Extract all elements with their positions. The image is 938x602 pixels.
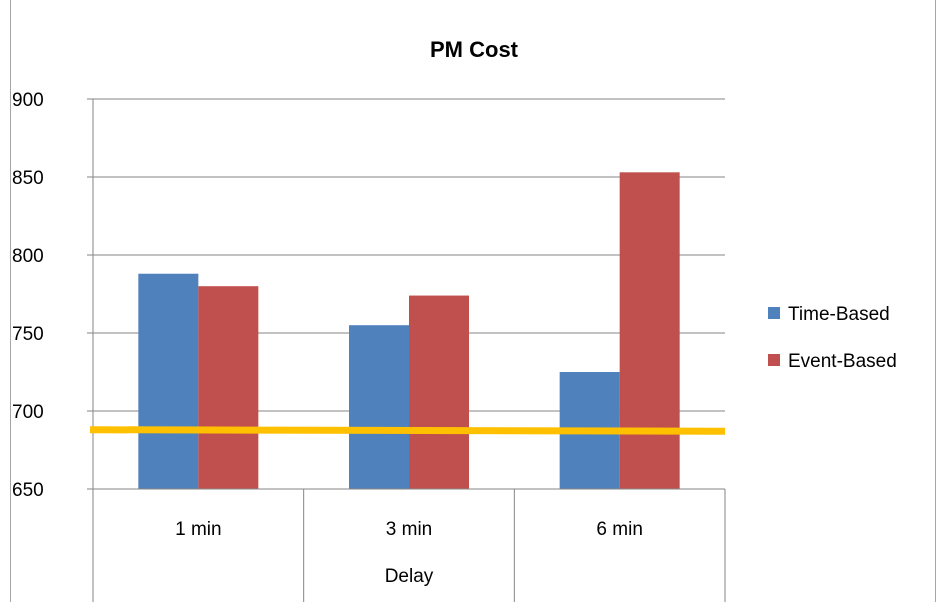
legend: Time-Based Event-Based bbox=[768, 304, 897, 372]
x-axis-ticks: 1 min 3 min 6 min bbox=[92, 489, 726, 602]
y-tick-label: 750 bbox=[12, 324, 44, 345]
bar-time-based bbox=[138, 273, 199, 489]
bar-event-based bbox=[409, 295, 469, 489]
legend-label: Event-Based bbox=[788, 351, 897, 372]
chart-title: PM Cost bbox=[430, 37, 519, 62]
y-tick-label: 900 bbox=[12, 90, 44, 111]
x-tick-label: 3 min bbox=[386, 519, 432, 540]
bars bbox=[138, 172, 680, 489]
y-tick-label: 800 bbox=[12, 246, 44, 267]
legend-swatch bbox=[768, 354, 780, 366]
y-tick-label: 850 bbox=[12, 168, 44, 189]
y-tick-label: 700 bbox=[12, 402, 44, 423]
legend-swatch bbox=[768, 307, 780, 319]
axes bbox=[92, 99, 725, 490]
reference-line-stroke bbox=[89, 426, 726, 435]
y-tick-label: 650 bbox=[12, 480, 44, 501]
bar-event-based bbox=[198, 286, 259, 489]
y-axis-ticks: 650 700 750 800 850 900 bbox=[12, 90, 93, 501]
reference-line bbox=[89, 426, 726, 435]
bar-time-based bbox=[349, 325, 409, 489]
x-tick-label: 1 min bbox=[175, 519, 221, 540]
legend-label: Time-Based bbox=[788, 304, 890, 325]
x-axis-label: Delay bbox=[385, 566, 434, 587]
bar-event-based bbox=[619, 172, 680, 489]
x-tick-label: 6 min bbox=[596, 519, 642, 540]
chart-frame bbox=[10, 0, 936, 602]
